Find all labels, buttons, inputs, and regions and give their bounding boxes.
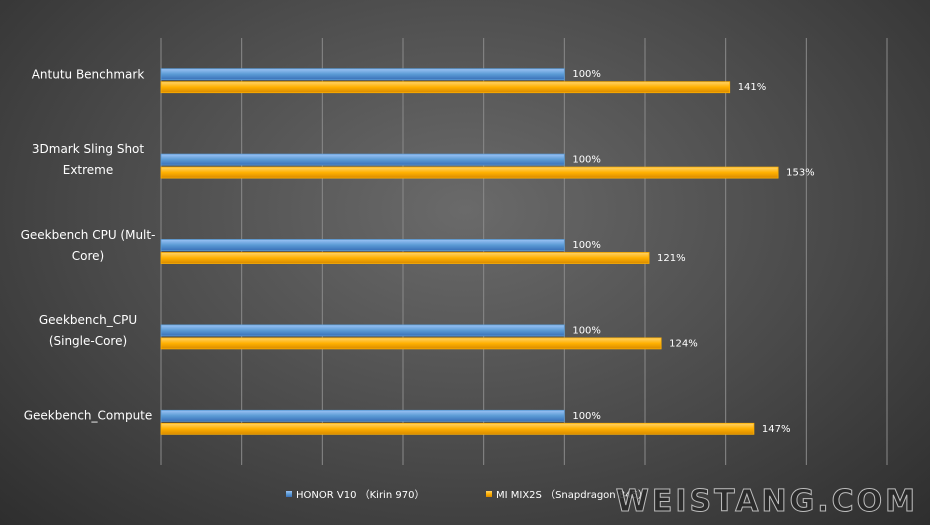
value-label: 100% xyxy=(572,325,601,336)
category-label: Antutu Benchmark xyxy=(31,67,145,82)
value-label: 100% xyxy=(572,411,601,422)
legend-swatch xyxy=(486,491,492,497)
bar xyxy=(160,239,565,251)
value-label: 100% xyxy=(572,155,601,166)
bar xyxy=(160,324,565,337)
category-label: 3Dmark Sling Shot Extreme xyxy=(31,142,145,178)
category-label: Geekbench_Compute xyxy=(23,408,153,423)
value-label: 121% xyxy=(657,253,686,264)
bar xyxy=(160,422,755,435)
bar xyxy=(160,409,565,422)
value-label: 100% xyxy=(572,69,601,80)
value-label: 147% xyxy=(762,424,791,435)
value-label: 124% xyxy=(669,338,698,349)
category-label: Geekbench CPU (Mult-Core) xyxy=(20,227,156,263)
bar xyxy=(160,153,565,166)
value-label: 100% xyxy=(572,240,601,251)
watermark: WEISTANG.COM xyxy=(615,484,918,520)
legend-label: HONOR V10 （Kirin 970） xyxy=(296,489,424,501)
bar xyxy=(160,166,779,179)
bar xyxy=(160,81,731,94)
bar xyxy=(160,68,565,81)
value-label: 141% xyxy=(738,82,767,93)
bar xyxy=(160,252,650,264)
category-label: Geekbench_CPU (Single-Core) xyxy=(38,312,138,348)
value-label: 153% xyxy=(786,168,815,179)
bar xyxy=(160,337,662,350)
legend-label: MI MIX2S （Snapdragon 845） xyxy=(496,489,648,501)
legend-swatch xyxy=(286,491,292,497)
